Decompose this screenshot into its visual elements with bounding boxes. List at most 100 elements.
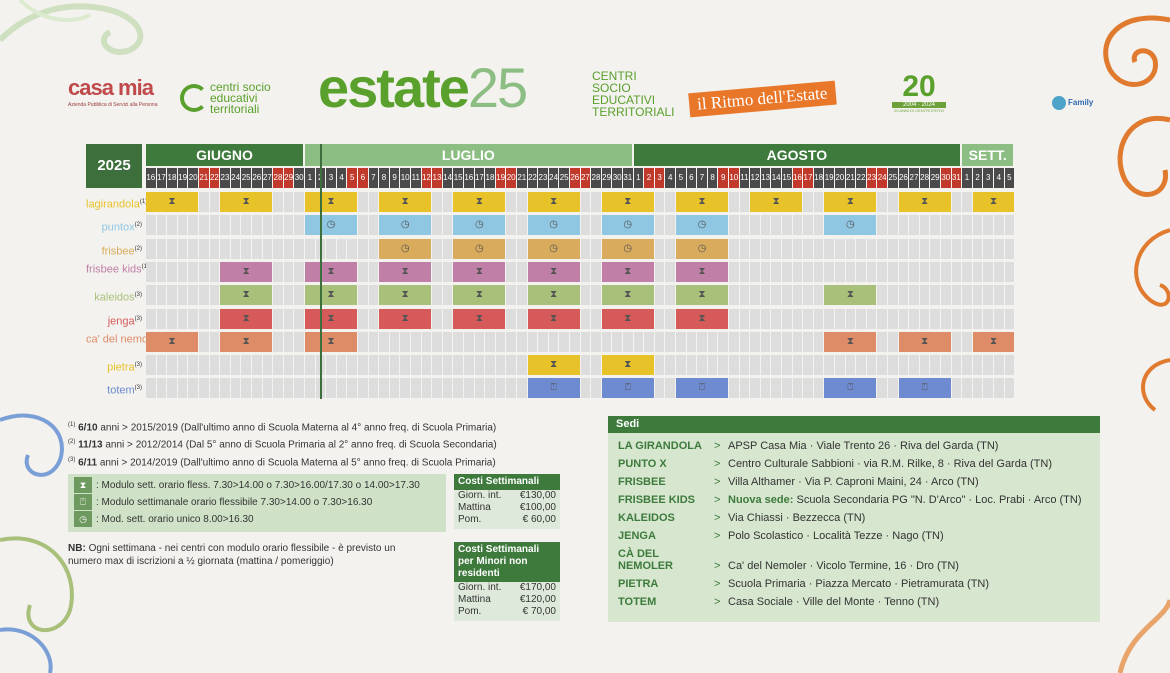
empty-cell: [803, 331, 814, 352]
empty-cell: [750, 308, 761, 329]
empty-cell: [358, 261, 369, 282]
day-cell: 10: [400, 168, 411, 188]
calendar-year: 2025: [86, 144, 142, 188]
empty-cell: [442, 308, 454, 329]
empty-cell: [898, 285, 910, 306]
day-cell: 25: [888, 168, 899, 188]
sede-row: LA GIRANDOLA > APSP Casa Mia · Viale Trent…: [618, 440, 998, 452]
empty-cell: [803, 355, 814, 376]
empty-cell: [739, 331, 751, 352]
empty-cell: [273, 308, 284, 329]
week-block: ◷: [453, 215, 506, 236]
empty-cell: [252, 215, 263, 236]
day-cell: 31: [623, 168, 634, 188]
day-cell: 8: [379, 168, 390, 188]
row-label: kaleidos(3): [86, 285, 146, 308]
empty-cell: [697, 355, 708, 376]
empty-cell: [707, 331, 719, 352]
empty-cell: [283, 285, 295, 306]
empty-cell: [930, 285, 941, 306]
empty-cell: [760, 238, 772, 259]
row-label: puntox(2): [86, 215, 146, 238]
empty-cell: [209, 238, 221, 259]
empty-cell: [220, 215, 231, 236]
day-cell: 21: [517, 168, 528, 188]
week-block: ⧗: [601, 261, 654, 282]
empty-cell: [792, 355, 804, 376]
day-cell: 23: [866, 168, 878, 188]
empty-cell: [421, 331, 433, 352]
empty-cell: [421, 355, 433, 376]
empty-cell: [580, 308, 592, 329]
day-cell: 16: [792, 168, 804, 188]
day-cell: 10: [729, 168, 740, 188]
empty-cell: [485, 331, 496, 352]
empty-cell: [909, 261, 920, 282]
empty-cell: [580, 355, 592, 376]
day-cell: 20: [506, 168, 517, 188]
day-cell: 13: [760, 168, 772, 188]
empty-cell: [199, 378, 210, 399]
empty-cell: [930, 261, 941, 282]
row-label: lagirandola(1): [86, 192, 147, 215]
day-cell: 12: [750, 168, 761, 188]
sede-address-text: Via Chiassi · Bezzecca (TN): [728, 512, 866, 524]
empty-cell: [474, 355, 486, 376]
cost-box: Costi Settimanali Giorn. int. €130,00 Matti…: [454, 474, 560, 529]
empty-cell: [824, 355, 835, 376]
cost-label: Giorn. int.: [458, 490, 502, 501]
empty-cell: [199, 308, 210, 329]
day-cell: 14: [771, 168, 782, 188]
week-block: ⧗: [453, 261, 506, 282]
row-label-text: totem: [107, 385, 135, 398]
sede-address: Villa Althamer · Via P. Caproni Maini, 2…: [728, 476, 979, 488]
day-cell: 17: [803, 168, 814, 188]
sede-address: Polo Scolastico · Località Tezze · Nago …: [728, 530, 944, 542]
week-block: ◷: [379, 215, 432, 236]
day-cell: 6: [686, 168, 698, 188]
nb-note: NB: Ogni settimana - nei centri con modu…: [68, 542, 428, 568]
empty-cell: [729, 331, 740, 352]
cost-label: Pom.: [458, 606, 482, 617]
empty-cell: [835, 308, 846, 329]
day-cell: 22: [527, 168, 539, 188]
empty-cell: [888, 285, 899, 306]
week-block: ⧗: [824, 285, 877, 306]
sede-address: Scuola Primaria · Piazza Mercato · Pietr…: [728, 578, 989, 590]
sede-name: TOTEM: [618, 596, 657, 608]
anniversary-badge: 20 2004 · 2024 20 ANNI DI CENTRI ESTIVI: [892, 72, 946, 113]
empty-cell: [273, 192, 284, 212]
empty-cell: [750, 378, 761, 399]
sede-name: KALEIDOS: [618, 512, 675, 524]
empty-cell: [1004, 261, 1016, 282]
age-row: (2) 11/13 anni > 2012/2014 (Dal 5° anno …: [68, 435, 497, 452]
empty-cell: [580, 238, 592, 259]
empty-cell: [591, 192, 602, 212]
row-label: jenga(3): [86, 309, 146, 332]
empty-cell: [262, 215, 274, 236]
day-cell: 15: [453, 168, 464, 188]
sede-arrow: >: [714, 476, 721, 488]
empty-cell: [941, 215, 952, 236]
empty-cell: [623, 331, 634, 352]
empty-cell: [273, 215, 284, 236]
empty-cell: [464, 331, 475, 352]
empty-cell: [739, 285, 751, 306]
empty-cell: [941, 308, 952, 329]
anniversary-years: 2004 · 2024: [892, 102, 946, 108]
empty-cell: [951, 192, 963, 212]
empty-cell: [358, 331, 369, 352]
empty-cell: [241, 238, 252, 259]
day-cell: 28: [919, 168, 931, 188]
empty-cell: [729, 238, 740, 259]
week-block: ⧗: [527, 285, 580, 306]
week-block: ⧗: [220, 261, 273, 282]
week-block: ⧗: [527, 308, 580, 329]
empty-cell: [209, 192, 221, 212]
empty-cell: [972, 261, 984, 282]
week-block: ⍞: [898, 378, 951, 399]
empty-cell: [442, 261, 454, 282]
empty-cell: [156, 261, 168, 282]
swirl-decoration-top-left: [0, 0, 144, 55]
empty-cell: [994, 378, 1005, 399]
